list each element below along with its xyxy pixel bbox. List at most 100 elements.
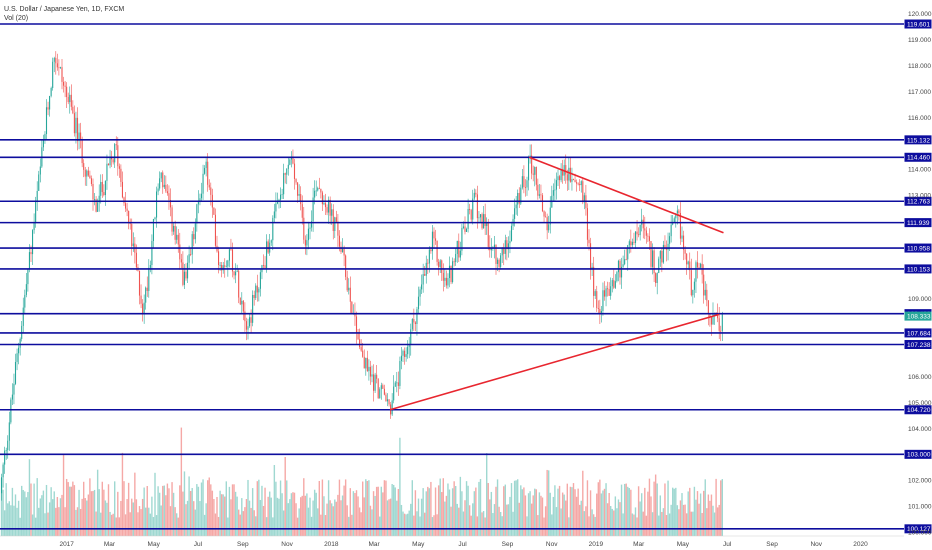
candle-body bbox=[276, 201, 278, 204]
candle-body bbox=[205, 161, 207, 168]
candle-body bbox=[5, 450, 7, 451]
volume-bar bbox=[180, 427, 183, 536]
volume-bar bbox=[561, 492, 564, 536]
volume-bar bbox=[672, 487, 674, 536]
volume-bar bbox=[394, 487, 396, 536]
candle-body bbox=[599, 308, 601, 315]
candle-body bbox=[645, 230, 647, 236]
volume-bar bbox=[208, 477, 210, 536]
candle-body bbox=[613, 280, 615, 288]
candle-body bbox=[507, 243, 509, 250]
volume-bar bbox=[473, 491, 475, 536]
volume-bar bbox=[551, 514, 553, 536]
candle-body bbox=[32, 230, 34, 255]
volume-bar bbox=[498, 506, 500, 536]
candle-body bbox=[230, 249, 232, 251]
candle-body bbox=[262, 265, 265, 266]
volume-bar bbox=[591, 509, 593, 536]
time-tick-label: Sep bbox=[766, 541, 778, 548]
volume-bar bbox=[589, 490, 592, 536]
volume-bar bbox=[470, 515, 472, 536]
candle-body bbox=[566, 174, 568, 181]
candle-body bbox=[253, 294, 255, 298]
volume-bar bbox=[69, 486, 71, 536]
time-tick-label: Sep bbox=[502, 541, 514, 548]
volume-bar bbox=[633, 514, 635, 536]
candle-body bbox=[404, 350, 406, 357]
volume-bar bbox=[690, 511, 692, 536]
candle-body bbox=[255, 285, 257, 298]
volume-bar bbox=[574, 489, 576, 536]
volume-bar bbox=[2, 489, 4, 536]
volume-bar bbox=[368, 480, 370, 536]
volume-bar bbox=[616, 508, 618, 536]
candle-body bbox=[686, 253, 688, 265]
level-label-bg bbox=[904, 19, 932, 29]
volume-bar bbox=[148, 507, 150, 536]
level-label: 107.684 bbox=[907, 330, 931, 337]
volume-bar bbox=[411, 480, 413, 536]
volume-bar bbox=[296, 517, 299, 536]
volume-bar bbox=[292, 492, 294, 536]
volume-bar bbox=[262, 505, 265, 536]
level-label-bg bbox=[904, 328, 932, 338]
volume-bar bbox=[233, 484, 235, 536]
candle-body bbox=[149, 265, 151, 268]
volume-bar bbox=[17, 500, 20, 536]
candle-body bbox=[458, 240, 460, 258]
volume-bar bbox=[456, 503, 458, 536]
time-tick-label: May bbox=[677, 541, 690, 548]
level-label: 114.460 bbox=[907, 155, 930, 162]
candle-body bbox=[138, 270, 141, 296]
volume-bar bbox=[261, 485, 263, 536]
volume-bar bbox=[313, 489, 316, 536]
time-tick-label: 2019 bbox=[589, 541, 604, 548]
candle-body bbox=[219, 264, 221, 266]
volume-bar bbox=[59, 498, 62, 536]
volume-bar bbox=[332, 506, 334, 536]
candle-body bbox=[424, 274, 426, 276]
volume-bar bbox=[50, 487, 52, 536]
candle-body bbox=[706, 289, 708, 301]
volume-bar bbox=[279, 480, 282, 536]
candle-body bbox=[579, 183, 581, 186]
volume-bar bbox=[472, 503, 474, 536]
volume-bar bbox=[541, 497, 544, 536]
candle-body bbox=[252, 294, 254, 323]
volume-bar bbox=[524, 495, 527, 536]
volume-bar bbox=[157, 486, 159, 536]
candle-body bbox=[475, 192, 477, 195]
candle-body bbox=[469, 208, 471, 211]
volume-bar bbox=[630, 489, 632, 536]
volume-bar bbox=[24, 491, 26, 536]
candle-body bbox=[87, 170, 89, 176]
candle-body bbox=[376, 374, 378, 379]
volume-indicator-label: Vol (20) bbox=[4, 15, 29, 22]
candle-body bbox=[27, 268, 29, 285]
volume-bar bbox=[96, 469, 99, 536]
candle-body bbox=[314, 190, 316, 198]
volume-bar bbox=[231, 484, 234, 536]
volume-bar bbox=[490, 491, 493, 536]
candle-body bbox=[2, 464, 4, 478]
candle-body bbox=[42, 139, 44, 148]
last-price-tag-bg bbox=[904, 311, 932, 321]
candle-body bbox=[543, 211, 545, 217]
candle-body bbox=[417, 296, 420, 310]
candle-body bbox=[607, 288, 609, 290]
volume-bar bbox=[676, 505, 679, 536]
volume-bar bbox=[448, 489, 451, 536]
volume-bar bbox=[493, 504, 496, 536]
candle-body bbox=[476, 194, 478, 219]
candle-body bbox=[185, 271, 187, 279]
volume-bar bbox=[715, 478, 717, 536]
volume-bar bbox=[599, 479, 601, 536]
volume-bar bbox=[716, 507, 719, 536]
candle-body bbox=[92, 183, 94, 200]
candle-body bbox=[171, 207, 173, 232]
candle-body bbox=[287, 164, 289, 169]
candle-body bbox=[470, 210, 472, 220]
volume-bar bbox=[503, 486, 505, 536]
candle-body bbox=[621, 266, 623, 278]
